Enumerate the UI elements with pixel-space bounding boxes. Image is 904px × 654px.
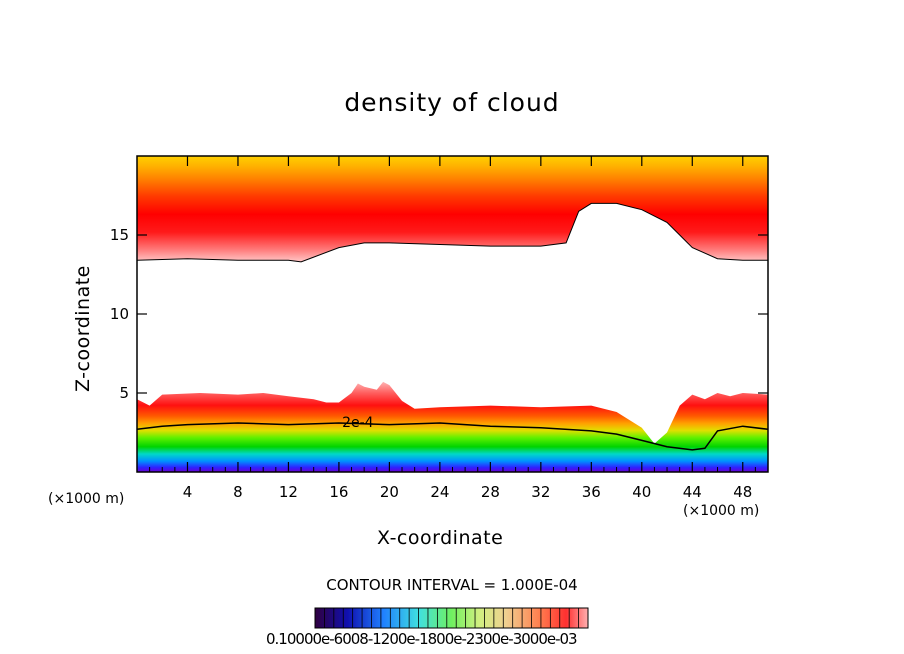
y-axis-label: Z-coordinate bbox=[72, 265, 94, 392]
x-tick-label: 12 bbox=[279, 483, 298, 501]
x-tick-label: 4 bbox=[183, 483, 193, 501]
x-tick-label: 24 bbox=[430, 483, 449, 501]
chart-title: density of cloud bbox=[344, 88, 560, 117]
x-tick-label: 20 bbox=[380, 483, 399, 501]
contour-line-2e-4 bbox=[137, 422, 768, 451]
colorbar-labels: 0.10000e-6008-1200e-1800e-2300e-3000e-03 bbox=[266, 630, 578, 648]
x-unit-label-left: (×1000 m) bbox=[48, 491, 125, 507]
x-axis-label: X-coordinate bbox=[377, 527, 504, 549]
colorbar bbox=[314, 607, 589, 629]
x-tick-label: 8 bbox=[233, 483, 243, 501]
x-tick-label: 16 bbox=[329, 483, 348, 501]
y-tick-label: 15 bbox=[110, 226, 129, 244]
x-tick-label: 28 bbox=[481, 483, 500, 501]
contour-label-2e-4: 2e-4 bbox=[342, 415, 374, 431]
x-tick-label: 32 bbox=[531, 483, 550, 501]
x-tick-label: 48 bbox=[733, 483, 752, 501]
lower-cloud-layer bbox=[137, 381, 768, 472]
x-unit-label-right: (×1000 m) bbox=[683, 503, 760, 519]
upper-layer-contour bbox=[137, 202, 768, 263]
upper-cloud-layer bbox=[137, 156, 768, 262]
x-tick-label: 44 bbox=[683, 483, 702, 501]
contour-interval-text: CONTOUR INTERVAL = 1.000E-04 bbox=[326, 576, 578, 594]
y-tick-label: 5 bbox=[119, 384, 129, 402]
y-tick-label: 10 bbox=[110, 305, 129, 323]
x-tick-label: 36 bbox=[582, 483, 601, 501]
x-tick-label: 40 bbox=[632, 483, 651, 501]
